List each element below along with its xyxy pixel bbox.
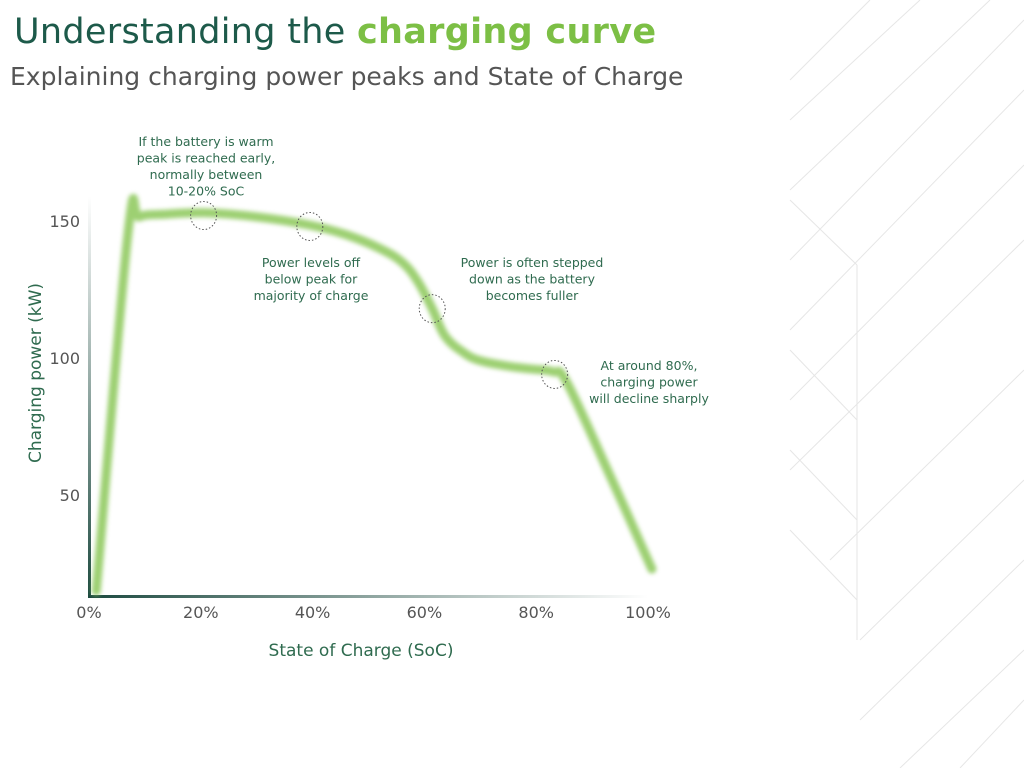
x-tick-label: 60% xyxy=(407,603,443,622)
page-subtitle: Explaining charging power peaks and Stat… xyxy=(10,62,684,91)
y-tick-label: 150 xyxy=(49,212,80,231)
y-axis xyxy=(88,196,91,598)
x-axis-label: State of Charge (SoC) xyxy=(269,641,454,661)
pattern-line xyxy=(789,0,871,81)
x-axis xyxy=(88,595,648,598)
circuit-background-pattern xyxy=(789,0,1024,768)
annotation: Power is often stepped down as the batter… xyxy=(418,255,604,324)
annotation-text: will decline sharply xyxy=(589,391,709,406)
annotation-text: peak is reached early, xyxy=(137,151,275,166)
x-tick-label: 20% xyxy=(183,603,219,622)
pattern-line xyxy=(789,89,1024,331)
annotation-text: Power is often stepped xyxy=(461,255,604,270)
annotation-marker-circle xyxy=(296,211,324,241)
pattern-line xyxy=(959,699,1024,768)
annotation-text: becomes fuller xyxy=(486,288,579,303)
x-tick-label: 0% xyxy=(76,603,101,622)
annotation-text: Power levels off xyxy=(262,255,361,270)
pattern-line xyxy=(789,199,858,266)
pattern-line xyxy=(859,479,1024,641)
pattern-line xyxy=(899,649,1024,768)
annotation: If the battery is warm peak is reached ea… xyxy=(137,134,275,231)
annotation-marker-circle xyxy=(541,359,569,389)
annotation-marker-circle xyxy=(418,294,446,324)
pattern-line xyxy=(859,559,1024,721)
pattern-line xyxy=(789,349,858,421)
pattern-line xyxy=(789,0,991,191)
annotation-text: At around 80%, xyxy=(601,358,698,373)
x-tick-label: 80% xyxy=(518,603,554,622)
annotation-text: down as the battery xyxy=(469,272,596,287)
annotation-text: majority of charge xyxy=(254,288,369,303)
annotation-text: below peak for xyxy=(265,272,358,287)
annotation-text: 10-20% SoC xyxy=(168,184,245,199)
annotation-text: charging power xyxy=(600,375,698,390)
page-title: Understanding the charging curve xyxy=(14,12,656,52)
title-prefix: Understanding the xyxy=(14,12,357,52)
y-axis-label: Charging power (kW) xyxy=(26,283,46,463)
charging-curve-line xyxy=(91,194,657,596)
title-highlight: charging curve xyxy=(356,12,657,52)
pattern-line xyxy=(789,0,921,121)
pattern-line xyxy=(789,19,1024,261)
annotation-text: If the battery is warm xyxy=(138,134,273,149)
pattern-line xyxy=(789,164,1024,401)
pattern-line xyxy=(789,239,1024,471)
annotation-marker-circle xyxy=(190,201,218,231)
x-tick-label: 40% xyxy=(295,603,331,622)
pattern-line xyxy=(789,449,858,521)
pattern-line xyxy=(789,529,858,601)
x-tick-label: 100% xyxy=(625,603,671,622)
pattern-line xyxy=(829,369,1024,561)
y-tick-label: 50 xyxy=(60,486,80,505)
y-tick-label: 100 xyxy=(49,349,80,368)
annotation-text: normally between xyxy=(150,167,263,182)
